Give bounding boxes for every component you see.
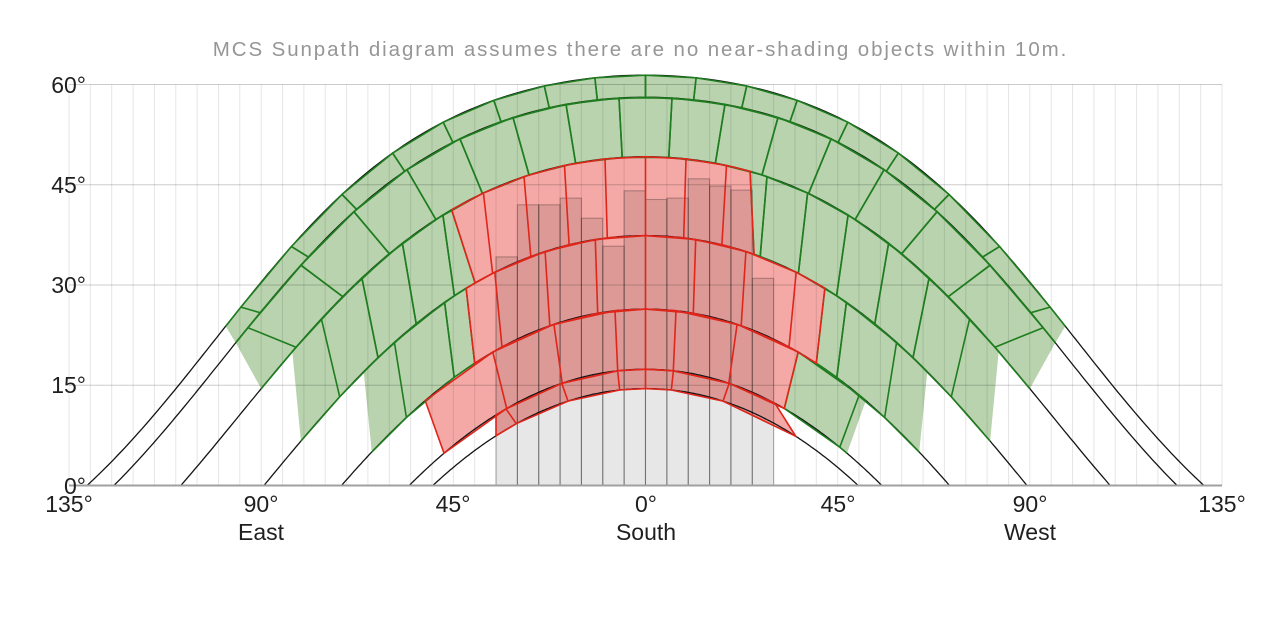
svg-text:90°: 90° xyxy=(1013,491,1048,517)
svg-text:135°: 135° xyxy=(45,491,93,517)
svg-text:0°: 0° xyxy=(64,473,86,499)
svg-text:45°: 45° xyxy=(436,491,471,517)
svg-text:30°: 30° xyxy=(51,272,86,298)
svg-text:West: West xyxy=(1004,519,1057,545)
svg-text:45°: 45° xyxy=(51,172,86,198)
svg-text:South: South xyxy=(616,519,676,545)
svg-text:135°: 135° xyxy=(1198,491,1246,517)
svg-text:45°: 45° xyxy=(821,491,856,517)
svg-text:60°: 60° xyxy=(51,72,86,98)
svg-text:MCS Sunpath diagram assumes th: MCS Sunpath diagram assumes there are no… xyxy=(213,38,1068,61)
svg-text:15°: 15° xyxy=(51,372,86,398)
svg-text:East: East xyxy=(238,519,285,545)
svg-text:90°: 90° xyxy=(244,491,279,517)
svg-text:0°: 0° xyxy=(635,491,657,517)
